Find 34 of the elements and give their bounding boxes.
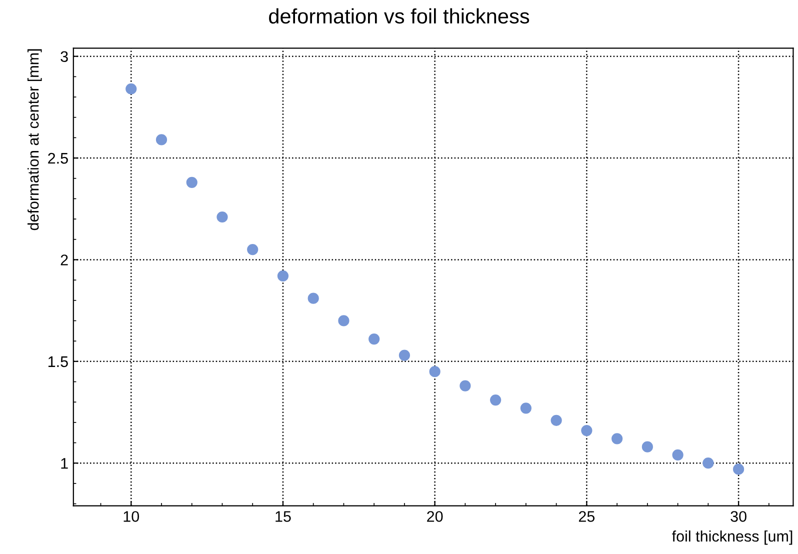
y-tick-label: 1: [61, 458, 68, 469]
point: [581, 424, 592, 436]
point: [398, 350, 410, 361]
y-tick-label: 1.5: [48, 356, 68, 368]
point: [732, 464, 744, 475]
point: [612, 433, 623, 444]
y-tick-label: 2: [60, 254, 68, 266]
x-tick-label: 20: [427, 511, 443, 522]
point: [156, 134, 168, 146]
x-tick-label: 10: [124, 511, 140, 522]
point: [186, 176, 198, 188]
point: [672, 449, 684, 461]
point: [277, 270, 289, 282]
x-axis-title: foil thickness [um]: [672, 530, 792, 545]
point: [702, 458, 714, 469]
point: [550, 414, 562, 426]
point: [247, 244, 258, 256]
x-tick-label: 30: [730, 511, 746, 522]
point: [520, 402, 532, 414]
point: [490, 394, 502, 406]
point: [429, 366, 440, 378]
chart-title: deformation vs foil thickness: [269, 8, 530, 24]
point: [460, 380, 471, 392]
y-axis-title: deformation at center [mm]: [28, 49, 42, 230]
point: [308, 292, 319, 304]
point: [642, 441, 653, 452]
x-tick-label: 15: [276, 511, 291, 522]
point: [338, 315, 350, 326]
point: [126, 83, 137, 94]
point: [368, 333, 380, 345]
y-tick-label: 3: [60, 51, 68, 62]
point: [216, 211, 228, 223]
x-tick-label: 25: [578, 511, 595, 522]
y-tick-label: 2.5: [48, 152, 68, 164]
